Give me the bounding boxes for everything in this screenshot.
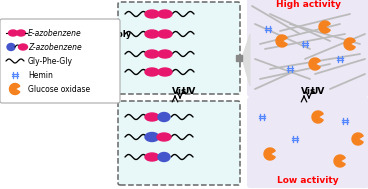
Ellipse shape bbox=[158, 68, 172, 76]
Ellipse shape bbox=[158, 30, 172, 38]
Ellipse shape bbox=[145, 50, 159, 58]
Polygon shape bbox=[41, 38, 51, 50]
Text: Gly-Phe-Gly: Gly-Phe-Gly bbox=[28, 57, 73, 66]
FancyBboxPatch shape bbox=[118, 101, 240, 185]
Ellipse shape bbox=[145, 10, 159, 18]
Ellipse shape bbox=[158, 112, 170, 122]
Ellipse shape bbox=[8, 30, 18, 36]
Polygon shape bbox=[276, 35, 287, 47]
Ellipse shape bbox=[145, 113, 159, 121]
Polygon shape bbox=[264, 148, 275, 160]
Polygon shape bbox=[319, 21, 330, 33]
Ellipse shape bbox=[17, 30, 25, 36]
Bar bbox=[236, 55, 242, 61]
Polygon shape bbox=[309, 58, 320, 70]
Ellipse shape bbox=[145, 30, 159, 38]
Text: High activity: High activity bbox=[276, 0, 340, 9]
Text: Low activity: Low activity bbox=[277, 176, 339, 185]
Polygon shape bbox=[344, 38, 355, 50]
Ellipse shape bbox=[145, 132, 159, 142]
Ellipse shape bbox=[158, 153, 170, 161]
Ellipse shape bbox=[158, 10, 172, 18]
Text: E-azobenzene: E-azobenzene bbox=[28, 29, 82, 37]
Polygon shape bbox=[10, 84, 20, 94]
Text: Z-azobenzene: Z-azobenzene bbox=[28, 43, 82, 51]
FancyBboxPatch shape bbox=[0, 19, 120, 103]
Polygon shape bbox=[352, 133, 363, 145]
FancyBboxPatch shape bbox=[118, 2, 240, 94]
Polygon shape bbox=[334, 155, 345, 167]
Ellipse shape bbox=[158, 50, 172, 58]
Polygon shape bbox=[242, 34, 250, 86]
Text: Hemin: Hemin bbox=[28, 70, 53, 80]
Text: UV: UV bbox=[310, 88, 324, 97]
FancyBboxPatch shape bbox=[247, 97, 368, 188]
Polygon shape bbox=[25, 38, 35, 50]
Ellipse shape bbox=[145, 68, 159, 76]
Polygon shape bbox=[312, 111, 323, 123]
Text: Self-assembly: Self-assembly bbox=[66, 30, 132, 39]
Ellipse shape bbox=[7, 43, 15, 50]
Ellipse shape bbox=[18, 44, 28, 50]
Ellipse shape bbox=[145, 153, 159, 161]
Text: UV: UV bbox=[181, 88, 195, 97]
Text: Vis: Vis bbox=[301, 88, 316, 97]
Text: Vis: Vis bbox=[172, 88, 187, 97]
FancyBboxPatch shape bbox=[247, 0, 368, 97]
Text: Glucose oxidase: Glucose oxidase bbox=[28, 84, 90, 94]
Ellipse shape bbox=[157, 133, 171, 141]
